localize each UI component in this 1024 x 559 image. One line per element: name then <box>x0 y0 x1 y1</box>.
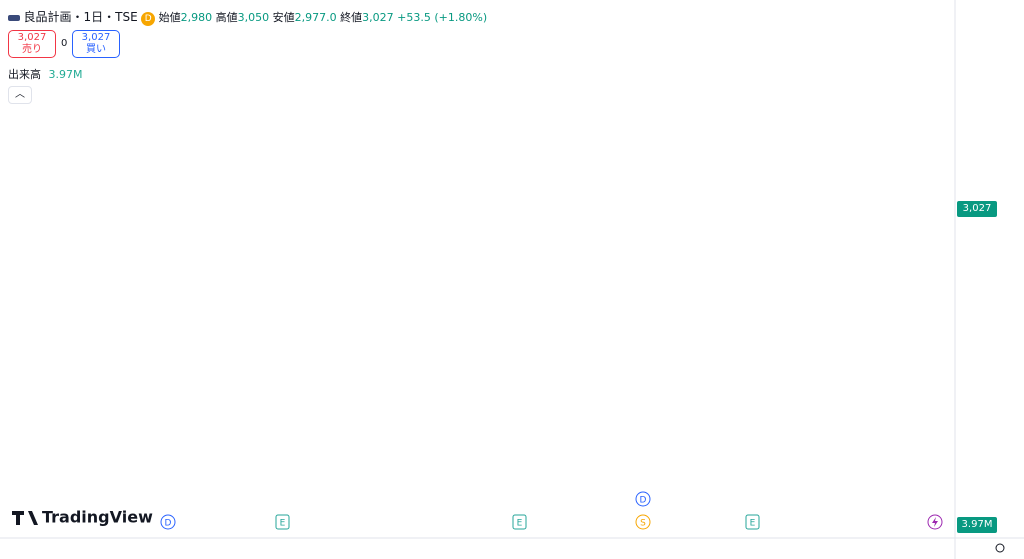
volume-legend: 出来高 3.97M <box>8 66 82 82</box>
event-label: S <box>640 519 646 529</box>
event-icon[interactable] <box>635 514 651 530</box>
sell-label: 売り <box>22 44 42 55</box>
ohlc-value: 2,977.0 <box>294 11 337 24</box>
ohlc-value: 3,050 <box>237 11 270 24</box>
event-label: E <box>280 519 286 529</box>
buy-price: 3,027 <box>81 32 111 43</box>
event-icon[interactable] <box>160 514 176 530</box>
event-label: E <box>750 519 756 529</box>
sell-button[interactable]: 3,027 売り <box>8 30 56 58</box>
volume-value: 3.97M <box>48 68 83 81</box>
sell-price: 3,027 <box>17 32 47 43</box>
symbol-logo <box>8 15 20 21</box>
volume-title: 出来高 <box>8 68 41 81</box>
volume-tag: 3.97M <box>957 517 997 533</box>
event-icon[interactable] <box>275 514 290 530</box>
ohlc-label: 始値 <box>158 11 181 24</box>
ohlc-label: 安値 <box>272 11 295 24</box>
change: +53.5 (+1.80%) <box>397 11 488 24</box>
ohlc-value: 2,980 <box>180 11 213 24</box>
event-markers: D E E S D E <box>160 491 943 530</box>
event-label: D <box>640 496 647 506</box>
event-label: E <box>517 519 523 529</box>
symbol[interactable]: 良品計画・1日・TSE <box>23 10 138 24</box>
ohlc-label: 高値 <box>215 11 238 24</box>
settings-icon[interactable] <box>995 543 1005 553</box>
event-flash <box>932 517 938 527</box>
brand-logo: TradingView <box>12 508 153 527</box>
header-row: 良品計画・1日・TSE D 始値2,980 高値3,050 安値2,977.0 … <box>8 8 487 26</box>
buy-label: 買い <box>86 44 106 55</box>
last-price-tag: 3,027 <box>957 201 997 217</box>
ohlc-value: 3,027 <box>362 11 394 24</box>
event-icon[interactable] <box>635 491 651 507</box>
event-icon[interactable] <box>745 514 760 530</box>
gear[interactable] <box>995 543 1005 553</box>
collapse-button[interactable]: ︿ <box>8 86 32 104</box>
ohlc-label: 終値 <box>340 11 363 24</box>
buy-button[interactable]: 3,027 買い <box>72 30 120 58</box>
brand-name: TradingView <box>42 508 153 527</box>
spread: 0 <box>61 38 68 49</box>
badge: D <box>141 12 156 26</box>
brand-icon <box>12 511 38 525</box>
event-label: D <box>165 519 172 529</box>
event-icon[interactable] <box>512 514 527 530</box>
